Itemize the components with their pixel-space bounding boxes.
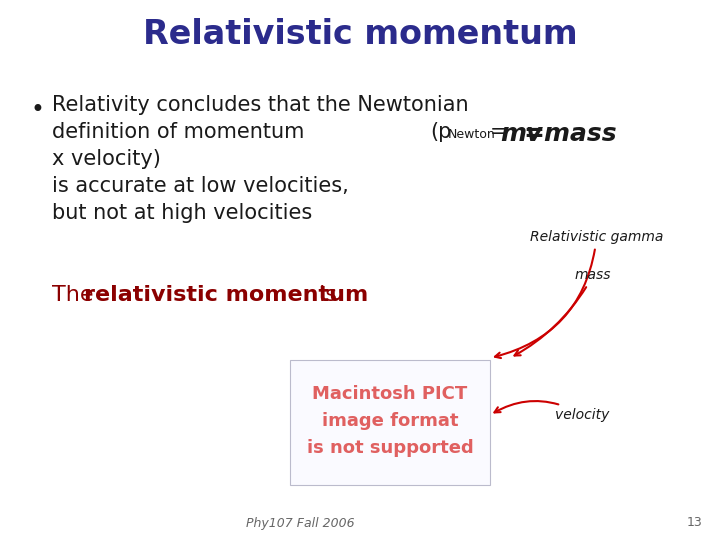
- Text: mass: mass: [515, 268, 611, 355]
- Text: Relativistic momentum: Relativistic momentum: [143, 18, 577, 51]
- Text: (p: (p: [430, 122, 451, 142]
- Text: velocity: velocity: [495, 401, 609, 422]
- Text: relativistic momentum: relativistic momentum: [84, 285, 368, 305]
- Text: =mass: =mass: [523, 122, 616, 146]
- Text: Relativistic gamma: Relativistic gamma: [495, 230, 663, 358]
- Text: Relativity concludes that the Newtonian: Relativity concludes that the Newtonian: [52, 95, 469, 115]
- Text: Phy107 Fall 2006: Phy107 Fall 2006: [246, 516, 354, 530]
- Text: 13: 13: [687, 516, 703, 530]
- Text: x velocity): x velocity): [52, 149, 161, 169]
- Text: Macintosh PICT: Macintosh PICT: [312, 385, 467, 403]
- Text: is:: is:: [312, 285, 344, 305]
- Text: is not supported: is not supported: [307, 439, 473, 457]
- Text: image format: image format: [322, 412, 458, 430]
- Text: The: The: [52, 285, 101, 305]
- Text: is accurate at low velocities,: is accurate at low velocities,: [52, 176, 348, 196]
- Text: but not at high velocities: but not at high velocities: [52, 203, 312, 223]
- Text: •: •: [30, 98, 44, 122]
- Bar: [290, 360, 490, 485]
- Text: =: =: [490, 122, 508, 142]
- Text: mv: mv: [500, 122, 542, 146]
- Text: Newton: Newton: [448, 128, 496, 141]
- Text: definition of momentum: definition of momentum: [52, 122, 305, 142]
